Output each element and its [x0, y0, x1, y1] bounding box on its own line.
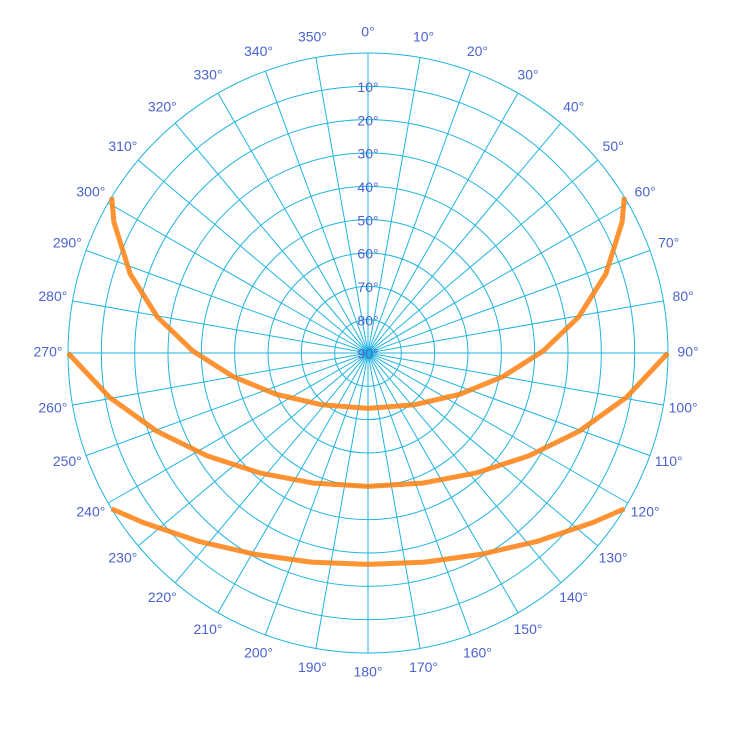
- sun-path: [66, 351, 670, 489]
- spoke: [367, 352, 664, 406]
- theta-tick-label: 10°: [413, 29, 434, 45]
- labels: 0° 10° 20° 30° 40° 50° 60° 70° 80° 90° 100° 110° 120…: [34, 24, 699, 680]
- theta-tick-label: 40°: [563, 99, 584, 115]
- theta-tick-label: 330°: [194, 67, 223, 83]
- spoke: [174, 122, 369, 354]
- spoke: [264, 70, 369, 354]
- spoke: [137, 159, 369, 354]
- spoke: [85, 249, 369, 354]
- theta-tick-label: 310°: [108, 138, 137, 154]
- grid-circle: [167, 152, 569, 554]
- grid-circle: [134, 119, 602, 587]
- theta-tick-label: 100°: [669, 399, 698, 415]
- grid-circle: [267, 252, 469, 454]
- spoke: [367, 300, 664, 354]
- spoke: [107, 352, 369, 504]
- theta-tick-label: 240°: [76, 504, 105, 520]
- spoke: [367, 92, 519, 354]
- grid: [67, 52, 669, 654]
- spoke: [367, 57, 421, 354]
- r-tick-label: 10°: [357, 79, 378, 95]
- grid-circle: [200, 185, 536, 521]
- theta-tick-label: 140°: [559, 589, 588, 605]
- spoke: [367, 352, 629, 504]
- theta-tick-label: 130°: [599, 549, 628, 565]
- theta-tick-label: 350°: [298, 29, 327, 45]
- r-tick-label: 30°: [357, 146, 378, 162]
- theta-tick-label: 200°: [244, 644, 273, 660]
- spoke: [72, 352, 369, 406]
- spoke: [367, 70, 472, 354]
- spoke: [217, 352, 369, 614]
- r-tick-label: 40°: [357, 179, 378, 195]
- theta-tick-label: 260°: [38, 399, 67, 415]
- theta-tick-label: 30°: [517, 67, 538, 83]
- theta-tick-label: 270°: [34, 344, 63, 360]
- theta-tick-label: 220°: [148, 589, 177, 605]
- spoke: [367, 122, 562, 354]
- spoke: [367, 352, 421, 649]
- r-tick-label: 60°: [357, 246, 378, 262]
- spoke: [367, 202, 629, 354]
- spoke: [367, 352, 599, 547]
- r-tick-label: 80°: [357, 312, 378, 328]
- theta-tick-label: 210°: [194, 621, 223, 637]
- theta-tick-label: 150°: [514, 621, 543, 637]
- spoke: [107, 202, 369, 354]
- r-tick-label: 50°: [357, 212, 378, 228]
- spoke: [367, 352, 651, 457]
- theta-tick-label: 340°: [244, 43, 273, 59]
- grid-circle: [100, 85, 636, 621]
- grid-circle: [300, 285, 436, 421]
- spoke: [217, 92, 369, 354]
- theta-tick-label: 80°: [673, 288, 694, 304]
- spoke: [315, 352, 369, 649]
- theta-tick-label: 0°: [361, 24, 374, 40]
- theta-tick-label: 70°: [658, 234, 679, 250]
- spoke: [85, 352, 369, 457]
- series: [66, 196, 670, 567]
- theta-tick-label: 170°: [409, 659, 438, 675]
- spoke: [72, 300, 369, 354]
- theta-tick-label: 160°: [463, 644, 492, 660]
- theta-tick-label: 20°: [467, 43, 488, 59]
- spoke: [137, 352, 369, 547]
- theta-tick-label: 290°: [53, 234, 82, 250]
- theta-tick-label: 110°: [655, 453, 683, 469]
- r-tick-label: 70°: [357, 279, 378, 295]
- spoke: [367, 249, 651, 354]
- theta-tick-label: 50°: [603, 138, 624, 154]
- theta-tick-label: 190°: [298, 659, 327, 675]
- theta-tick-label: 250°: [53, 453, 82, 469]
- spoke: [367, 352, 519, 614]
- theta-tick-label: 300°: [76, 184, 105, 200]
- theta-tick-label: 60°: [635, 184, 656, 200]
- theta-tick-label: 180°: [354, 664, 383, 680]
- theta-tick-label: 230°: [108, 549, 137, 565]
- theta-tick-label: 120°: [631, 504, 660, 520]
- spoke: [367, 159, 599, 354]
- sun-path: [109, 196, 627, 411]
- r-tick-label: 90°: [357, 346, 378, 362]
- theta-tick-label: 280°: [38, 288, 67, 304]
- spoke: [264, 352, 369, 636]
- spoke: [367, 352, 472, 636]
- r-tick-label: 20°: [357, 112, 378, 128]
- spoke: [315, 57, 369, 354]
- theta-tick-label: 90°: [677, 344, 698, 360]
- sun-path: [110, 506, 626, 567]
- theta-tick-label: 320°: [148, 99, 177, 115]
- grid-circle: [334, 319, 402, 387]
